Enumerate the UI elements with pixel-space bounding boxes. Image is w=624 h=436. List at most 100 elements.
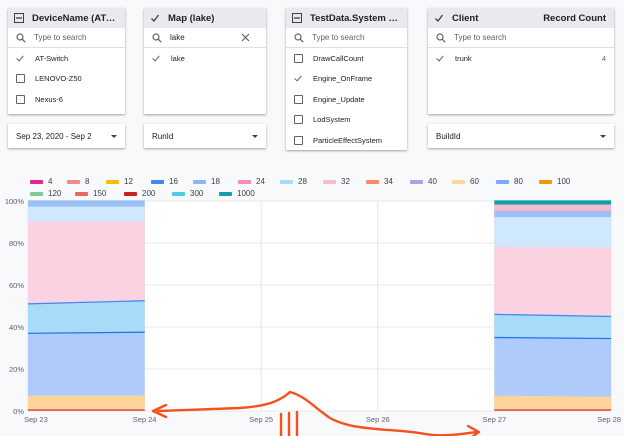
legend-item[interactable]: 4: [30, 177, 52, 186]
filter-search[interactable]: Type to search: [428, 28, 614, 48]
filter-option[interactable]: AT-Switch: [8, 48, 125, 69]
legend-swatch: [124, 191, 137, 196]
legend-item[interactable]: 80: [496, 177, 523, 186]
area-layer-16: [28, 332, 145, 397]
search-placeholder[interactable]: Type to search: [454, 33, 507, 42]
legend-item[interactable]: 1000: [219, 189, 255, 198]
legend-item[interactable]: 100: [539, 177, 570, 186]
filter-search[interactable]: Type to search: [8, 28, 125, 48]
legend-swatch: [452, 179, 465, 184]
legend-item[interactable]: 24: [238, 177, 265, 186]
option-checkbox[interactable]: [294, 135, 303, 145]
build-id-value: BuildId: [436, 131, 461, 141]
build-id-dropdown[interactable]: BuildId: [428, 124, 614, 148]
legend-item[interactable]: 18: [193, 177, 220, 186]
option-label: trunk: [455, 53, 472, 63]
legend-swatch: [366, 179, 379, 184]
legend-label: 150: [93, 189, 107, 198]
filter-option[interactable]: trunk 4: [428, 48, 614, 69]
filter-card-map: Map (lake) lake lake: [144, 8, 266, 114]
search-placeholder[interactable]: Type to search: [312, 33, 365, 42]
option-checkbox[interactable]: [16, 94, 25, 104]
date-range-dropdown[interactable]: Sep 23, 2020 - Sep 2: [8, 124, 125, 148]
legend-item[interactable]: 150: [75, 189, 106, 198]
legend-item[interactable]: 32: [323, 177, 350, 186]
option-checkbox[interactable]: [436, 54, 445, 63]
filter-option[interactable]: LENOVO-Z50: [8, 69, 125, 90]
legend-swatch: [280, 179, 293, 184]
legend-item[interactable]: 200: [124, 189, 155, 198]
filter-option[interactable]: Nexus-6: [8, 89, 125, 110]
filter-option[interactable]: ParticleEffectSystem: [286, 130, 407, 151]
option-checkbox[interactable]: [16, 54, 25, 63]
legend-item[interactable]: 16: [151, 177, 178, 186]
x-tick-label: Sep 27: [483, 415, 507, 424]
partial-check-icon[interactable]: [292, 13, 302, 23]
filter-search[interactable]: Type to search: [286, 28, 407, 48]
option-checkbox[interactable]: [16, 74, 25, 84]
option-checkbox[interactable]: [294, 115, 303, 125]
option-checkbox[interactable]: [294, 53, 303, 63]
legend-label: 300: [190, 189, 204, 198]
option-count: 4: [601, 53, 606, 63]
y-tick-label: 40%: [9, 323, 24, 332]
legend-item[interactable]: 40: [410, 177, 437, 186]
check-icon[interactable]: [434, 13, 444, 23]
filter-option[interactable]: Engine_OnFrame: [286, 69, 407, 90]
run-id-dropdown[interactable]: RunId: [144, 124, 266, 148]
annotation-arrow-right: [288, 390, 479, 436]
y-tick-label: 100%: [5, 197, 25, 206]
legend-item[interactable]: 60: [452, 177, 479, 186]
legend-item[interactable]: 120: [30, 189, 61, 198]
partial-check-icon[interactable]: [14, 13, 24, 23]
area-layer-24: [494, 205, 611, 212]
search-icon: [152, 32, 162, 43]
legend-label: 200: [142, 189, 156, 198]
filter-option[interactable]: LodSystem: [286, 110, 407, 131]
freehand-annotation: [151, 390, 481, 436]
legend-label: 16: [169, 177, 178, 186]
close-icon[interactable]: [241, 33, 250, 42]
area-layer-18: [494, 314, 611, 339]
series-line-18: [494, 313, 612, 318]
legend-swatch: [30, 179, 43, 184]
search-placeholder[interactable]: Type to search: [34, 33, 87, 42]
check-icon[interactable]: [150, 13, 160, 23]
chevron-down-icon: [252, 134, 258, 138]
stacked-area-chart[interactable]: 0%20%40%60%80%100% Sep 23 Sep 24 Sep 25 Sep…: [0, 196, 624, 436]
record-count-header[interactable]: Record Count: [543, 12, 606, 24]
x-tick-label: Sep 25: [249, 415, 273, 424]
filter-card-client: Client Record Count Type to search trunk…: [428, 8, 614, 114]
filter-option[interactable]: DrawCallCount: [286, 48, 407, 69]
option-checkbox[interactable]: [294, 94, 303, 104]
legend-item[interactable]: 34: [366, 177, 393, 186]
area-layer-18: [28, 300, 145, 334]
search-input[interactable]: lake: [170, 33, 185, 42]
area-layer-32: [494, 247, 611, 317]
filter-option[interactable]: Engine_Update: [286, 89, 407, 110]
legend-swatch: [410, 179, 423, 184]
legend-item[interactable]: 28: [280, 177, 307, 186]
area-layer-28: [28, 207, 145, 222]
filter-header-client[interactable]: Client Record Count: [428, 8, 614, 28]
legend-label: 80: [514, 177, 523, 186]
filter-header-map[interactable]: Map (lake): [144, 8, 266, 28]
legend-swatch: [30, 191, 43, 196]
filter-search[interactable]: lake: [144, 28, 266, 48]
legend-item[interactable]: 12: [106, 177, 133, 186]
filter-option[interactable]: lake: [144, 48, 266, 69]
y-tick-label: 0%: [13, 407, 24, 416]
filter-header-device-name[interactable]: DeviceName (AT-Swi...: [8, 8, 125, 28]
filter-header-testdata-system[interactable]: TestData.System (En...: [286, 8, 407, 28]
legend-swatch: [172, 191, 185, 196]
area-layer-12: [494, 396, 611, 410]
option-label: DrawCallCount: [313, 53, 364, 63]
legend-item[interactable]: 8: [67, 177, 89, 186]
area-line-12: [494, 395, 612, 399]
chart-areas: [27, 200, 612, 411]
legend-swatch: [193, 179, 206, 184]
option-checkbox[interactable]: [294, 74, 303, 83]
legend-item[interactable]: 300: [172, 189, 203, 198]
option-checkbox[interactable]: [152, 54, 161, 63]
legend-label: 100: [557, 177, 571, 186]
